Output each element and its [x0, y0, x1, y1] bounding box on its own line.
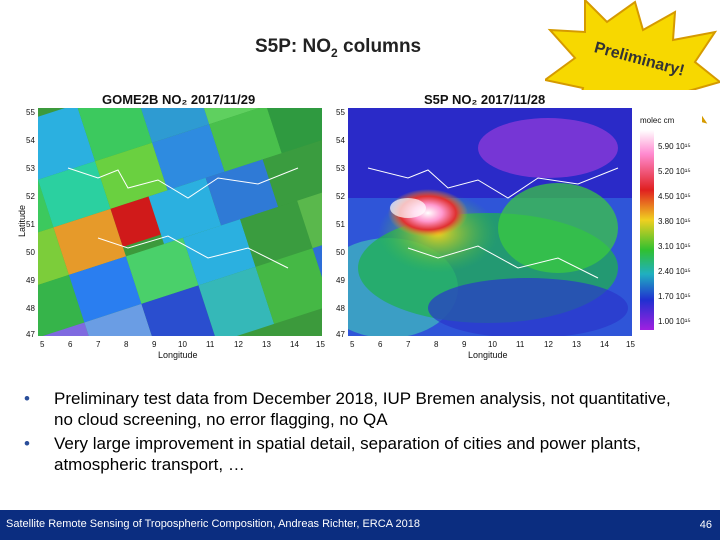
gome2b-xtick: 5	[40, 340, 45, 349]
s5p-xtick: 12	[544, 340, 553, 349]
s5p-xlabel: Longitude	[468, 350, 508, 360]
gome2b-ytick: 55	[26, 108, 35, 117]
s5p-xtick: 10	[488, 340, 497, 349]
colorbar-label: 3.10 10¹⁵	[658, 242, 691, 251]
gome2b-ytick: 52	[26, 192, 35, 201]
s5p-map	[348, 108, 632, 336]
footer-text: Satellite Remote Sensing of Tropospheric…	[6, 518, 420, 530]
gome2b-xtick: 11	[206, 340, 215, 349]
s5p-ytick: 48	[336, 304, 345, 313]
colorbar-label: 1.00 10¹⁵	[658, 317, 691, 326]
s5p-ytick: 53	[336, 164, 345, 173]
bullet-list: • Preliminary test data from December 20…	[18, 388, 678, 478]
s5p-xtick: 8	[434, 340, 439, 349]
s5p-ytick: 55	[336, 108, 345, 117]
gome2b-ytick: 53	[26, 164, 35, 173]
s5p-ytick: 47	[336, 330, 345, 339]
gome2b-xtick: 7	[96, 340, 101, 349]
gome2b-xtick: 12	[234, 340, 243, 349]
gome2b-xtick: 14	[290, 340, 299, 349]
gome2b-xtick: 15	[316, 340, 325, 349]
s5p-map-image	[348, 108, 632, 336]
gome2b-ytick: 54	[26, 136, 35, 145]
s5p-ytick: 51	[336, 220, 345, 229]
gome2b-ytick: 48	[26, 304, 35, 313]
bullet-item: • Very large improvement in spatial deta…	[18, 433, 678, 475]
s5p-ytick: 49	[336, 276, 345, 285]
gome2b-ytick: 51	[26, 220, 35, 229]
colorbar-label: 5.20 10¹⁵	[658, 167, 691, 176]
gome2b-ylabel: Latitude	[17, 204, 28, 238]
slide-title: S5P: NO2 columns	[255, 36, 421, 60]
s5p-xtick: 7	[406, 340, 411, 349]
footer-bar: Satellite Remote Sensing of Tropospheric…	[0, 510, 720, 540]
s5p-ytick: 50	[336, 248, 345, 257]
bullet-text: Very large improvement in spatial detail…	[54, 434, 641, 474]
colorbar-label: 4.50 10¹⁵	[658, 192, 691, 201]
page-number: 46	[699, 519, 712, 531]
gome2b-ytick: 47	[26, 330, 35, 339]
colorbar	[640, 130, 654, 330]
s5p-xtick: 5	[350, 340, 355, 349]
colorbar-label: 2.40 10¹⁵	[658, 267, 691, 276]
slide-title-main: S5P: NO	[255, 36, 332, 57]
gome2b-xtick: 10	[178, 340, 187, 349]
s5p-ytick: 54	[336, 136, 345, 145]
gome2b-xtick: 8	[124, 340, 129, 349]
slide-title-end: columns	[337, 36, 422, 57]
gome2b-map	[38, 108, 322, 336]
gome2b-xtick: 9	[152, 340, 157, 349]
gome2b-ytick: 49	[26, 276, 35, 285]
slide-title-subscript: 2	[331, 45, 338, 60]
s5p-ytick: 52	[336, 192, 345, 201]
s5p-xtick: 6	[378, 340, 383, 349]
s5p-xtick: 14	[600, 340, 609, 349]
bullet-item: • Preliminary test data from December 20…	[18, 388, 678, 430]
s5p-title: S5P NO₂ 2017/11/28	[424, 92, 546, 107]
colorbar-label: 3.80 10¹⁵	[658, 217, 691, 226]
s5p-panel: S5P NO₂ 2017/11/28	[332, 90, 702, 360]
s5p-xtick: 13	[572, 340, 581, 349]
gome2b-map-image	[38, 108, 322, 336]
gome2b-ytick: 50	[26, 248, 35, 257]
bullet-dot: •	[24, 389, 30, 408]
gome2b-xtick: 6	[68, 340, 73, 349]
gome2b-panel: GOME2B NO₂ 2017/11/29	[17, 90, 332, 360]
colorbar-label: 1.70 10¹⁵	[658, 292, 691, 301]
colorbar-title: molec cm	[640, 116, 675, 125]
s5p-xtick: 15	[626, 340, 635, 349]
s5p-xtick: 9	[462, 340, 467, 349]
bullet-dot: •	[24, 434, 30, 453]
gome2b-xlabel: Longitude	[158, 350, 198, 360]
colorbar-label: 5.90 10¹⁵	[658, 142, 691, 151]
s5p-xtick: 11	[516, 340, 525, 349]
gome2b-title: GOME2B NO₂ 2017/11/29	[102, 92, 256, 107]
gome2b-xtick: 13	[262, 340, 271, 349]
bullet-text: Preliminary test data from December 2018…	[54, 389, 671, 429]
